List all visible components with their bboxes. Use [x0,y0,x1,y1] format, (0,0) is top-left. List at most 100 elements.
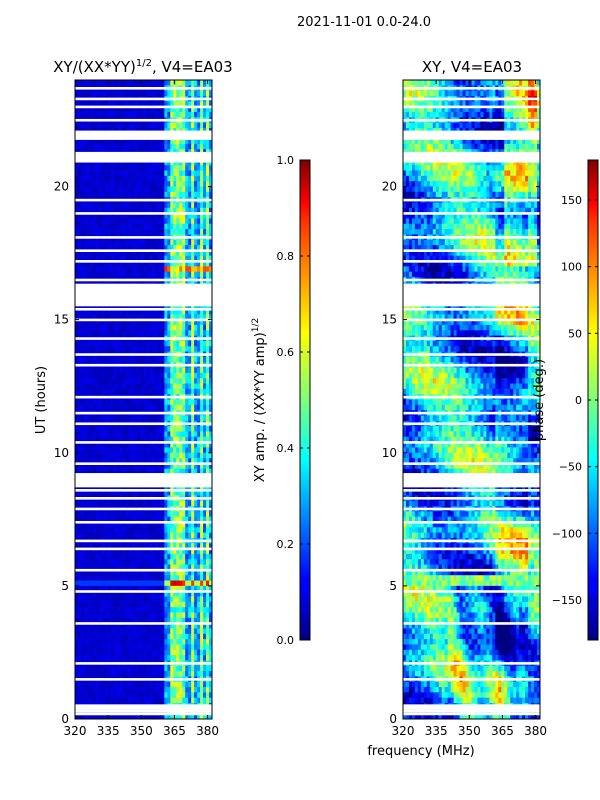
amp-cell [77,490,82,496]
amp-cell [98,655,103,661]
amp-cell [98,266,103,273]
amp-cell [134,591,138,597]
amp-cell [176,559,180,565]
amp-cell [101,415,106,422]
amp-cell [101,436,106,443]
amp-cell [119,271,124,278]
amp-cell [140,468,144,475]
amp-cell [179,564,183,571]
amp-cell [170,431,174,438]
amp-cell [155,452,159,459]
amp-cell [173,463,177,470]
amp-cell [155,218,159,225]
amp-cell [86,532,91,539]
amp-cell [131,106,135,113]
amp-cell [134,447,138,454]
amp-cell [116,175,121,182]
amp-cell [137,202,141,209]
amp-cell [140,378,144,384]
amp-cell [137,372,141,379]
amp-cell [152,101,156,108]
amp-cell [128,436,132,443]
amp-cell [89,639,94,645]
amp-cell [128,585,132,592]
amp-cell [149,639,153,645]
amp-cell [173,101,177,108]
amp-cell [200,596,204,603]
amp-cell [75,500,79,507]
amp-cell [134,186,138,193]
amp-cell [83,399,88,406]
amp-cell [161,490,165,496]
amp-cell [98,404,103,411]
amp-cell [89,255,94,262]
amp-cell [77,191,82,198]
amp-cell [206,639,210,645]
amp-cell [173,617,177,624]
amp-cell [206,601,210,608]
amp-cell [152,207,156,214]
amp-cell [146,207,150,214]
amp-cell [182,165,186,171]
amp-cell [170,383,174,390]
amp-cell [158,628,162,635]
amp-cell [122,308,127,315]
amp-cell [86,655,91,661]
amp-cell [113,186,118,193]
amp-cell [158,388,162,395]
amp-cell [158,207,162,214]
amp-cell [137,431,141,438]
amp-cell [104,250,109,257]
amp-cell [188,404,192,411]
amp-cell [194,90,198,97]
amp-cell [89,511,94,518]
amp-cell [110,628,115,635]
amp-cell [209,346,212,352]
amp-cell [197,245,201,251]
amp-cell [77,426,82,432]
amp-cell [119,559,124,565]
amp-cell [134,213,138,219]
amp-cell [167,186,171,193]
amp-cell [143,223,147,230]
amp-cell [92,607,97,613]
amp-cell [155,639,159,645]
amp-cell [161,639,165,645]
amp-cell [86,383,91,390]
amp-cell [167,404,171,411]
amp-cell [143,261,147,267]
amp-cell [197,447,201,454]
amp-cell [119,484,124,491]
amp-cell [203,90,207,97]
amp-cell [80,490,85,496]
amp-cell [191,207,195,214]
amp-cell [185,239,189,246]
amp-cell [101,447,106,454]
amp-cell [152,633,156,640]
amp-cell [83,591,88,597]
amp-cell [128,319,132,326]
amp-cell [164,591,168,597]
amp-cell [131,564,135,571]
amp-cell [95,649,100,656]
amp-cell [75,181,79,187]
amp-cell [86,628,91,635]
amp-cell [119,143,124,150]
amp-cell [77,569,82,576]
amp-cell [167,575,171,581]
amp-cell [95,628,100,635]
amp-cell [116,559,121,565]
amp-cell [122,250,127,257]
figure-suptitle: 2021-11-01 0.0-24.0 [297,15,431,30]
amp-cell [86,527,91,534]
amp-cell [128,143,132,150]
amp-cell [140,623,144,629]
amp-cell [188,601,192,608]
amp-cell [137,271,141,278]
amp-cell [89,159,94,166]
amp-cell [140,255,144,262]
amp-cell [116,229,121,235]
amp-cell [182,633,186,640]
amp-cell [164,649,168,656]
amp-cell [200,186,204,193]
